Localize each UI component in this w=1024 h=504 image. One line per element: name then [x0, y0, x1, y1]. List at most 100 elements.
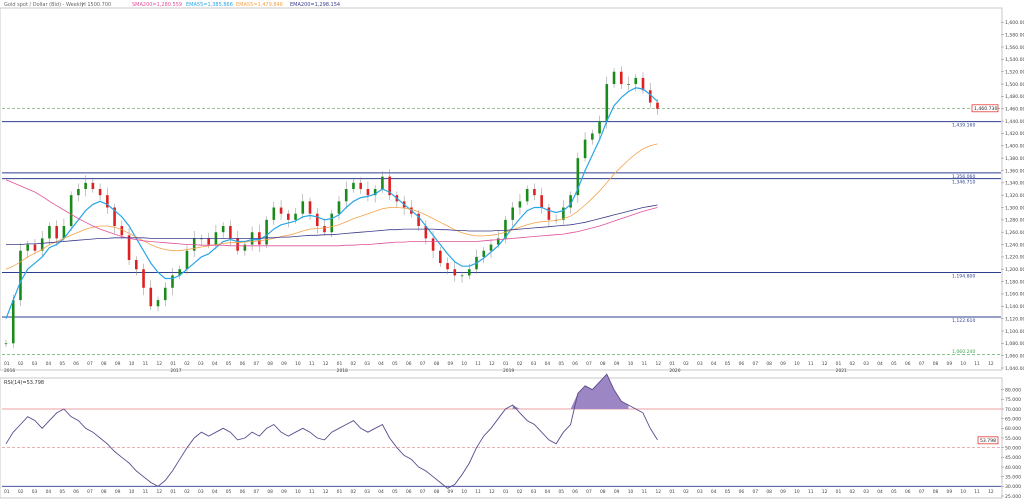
rsi-x-tick-label: 12 — [655, 489, 661, 495]
rsi-x-tick-label: 11 — [642, 489, 648, 495]
x-tick-label: 09 — [115, 361, 121, 367]
x-tick-label: 12 — [323, 361, 329, 367]
y-tick-label: 1,140.000 — [1005, 304, 1024, 310]
x-tick-label: 10 — [129, 361, 135, 367]
x-tick-label: 05 — [226, 361, 232, 367]
rsi-x-tick-label: 04 — [877, 489, 883, 495]
candle-body — [77, 189, 80, 196]
x-tick-label: 05 — [59, 361, 65, 367]
candle-body — [272, 207, 276, 220]
rsi-x-tick-label: 11 — [974, 489, 980, 495]
candle-body — [373, 189, 377, 196]
rsi-y-tick-label: 75.000 — [1005, 397, 1021, 403]
x-tick-label: 11 — [143, 361, 149, 367]
x-tick-label: 11 — [808, 361, 814, 367]
x-tick-label: 03 — [364, 361, 370, 367]
indicator-lines — [5, 87, 658, 319]
x-tick-label: 04 — [212, 361, 218, 367]
x-tick-label: 03 — [198, 361, 204, 367]
rsi-current-box — [977, 436, 999, 445]
candle-body — [366, 189, 370, 196]
y-tick-label: 1,120.000 — [1005, 316, 1024, 322]
x-tick-label: 01 — [170, 361, 176, 367]
candle-body — [243, 244, 247, 251]
x-tick-label: 08 — [267, 361, 273, 367]
rsi-x-tick-label: 08 — [434, 489, 440, 495]
x-tick-label: 10 — [628, 361, 634, 367]
x-tick-label: 06 — [406, 361, 412, 367]
level-label: 1,439.160 — [952, 123, 975, 129]
x-tick-label: 07 — [254, 361, 260, 367]
y-tick-label: 1,100.000 — [1005, 329, 1024, 335]
rsi-x-tick-label: 05 — [59, 489, 65, 495]
year-label: 2017 — [170, 368, 181, 374]
rsi-x-tick-label: 05 — [891, 489, 897, 495]
rsi-x-tick-label: 10 — [794, 489, 800, 495]
y-tick-label: 1,080.000 — [1005, 341, 1024, 347]
x-tick-label: 06 — [240, 361, 246, 367]
candle-body — [431, 238, 435, 251]
y-tick-label: 1,520.000 — [1005, 70, 1024, 76]
level-label: 1,356.060 — [952, 174, 975, 180]
rsi-y-tick-label: 60.000 — [1005, 426, 1021, 432]
x-tick-label: 07 — [919, 361, 925, 367]
x-tick-label: 01 — [4, 361, 10, 367]
candle-body — [40, 238, 44, 251]
x-tick-label: 07 — [87, 361, 93, 367]
candle-body — [359, 182, 362, 189]
rsi-x-tick-label: 01 — [337, 489, 343, 495]
ema200-label: EMA200=1,298.154 — [290, 2, 340, 8]
rsi-x-tick-label: 02 — [18, 489, 24, 495]
y-tick-label: 1,340.000 — [1005, 181, 1024, 187]
candle-body — [634, 77, 638, 85]
rsi-x-tick-label: 09 — [281, 489, 287, 495]
candle-body — [19, 250, 22, 301]
rsi-x-tick-label: 02 — [184, 489, 190, 495]
candle-body — [344, 189, 348, 202]
candle-body — [337, 201, 341, 214]
x-tick-label: 12 — [988, 361, 994, 367]
rsi-x-tick-label: 01 — [503, 489, 509, 495]
rsi-x-tick-label: 12 — [156, 489, 162, 495]
rsi-x-tick-label: 12 — [323, 489, 329, 495]
x-tick-label: 10 — [794, 361, 800, 367]
candle-body — [221, 226, 225, 233]
rsi-x-tick-label: 08 — [101, 489, 107, 495]
ema21-line — [5, 87, 658, 319]
candle-body — [562, 207, 565, 220]
ohlc-values: H 1500.700 — [82, 2, 111, 8]
year-label: 2016 — [4, 368, 15, 374]
x-tick-label: 02 — [850, 361, 856, 367]
rsi-x-tick-label: 12 — [988, 489, 994, 495]
candle-body — [388, 176, 391, 196]
candle-body — [207, 238, 210, 245]
x-tick-label: 10 — [960, 361, 966, 367]
current-price-box — [971, 104, 999, 113]
rsi-x-tick-label: 04 — [545, 489, 551, 495]
candle-body — [569, 195, 572, 208]
x-tick-label: 01 — [669, 361, 675, 367]
rsi-x-tick-label: 05 — [725, 489, 731, 495]
x-tick-label: 07 — [753, 361, 759, 367]
candle-body — [156, 300, 160, 307]
candle-body — [417, 213, 420, 227]
x-tick-label: 09 — [614, 361, 620, 367]
ema55-line — [5, 143, 658, 270]
rsi-x-tick-label: 03 — [32, 489, 38, 495]
rsi-x-tick-label: 07 — [919, 489, 925, 495]
rsi-x-tick-label: 08 — [267, 489, 273, 495]
candle-body — [287, 213, 290, 220]
candle-body — [229, 226, 232, 239]
x-tick-label: 04 — [545, 361, 551, 367]
rsi-x-tick-label: 10 — [461, 489, 467, 495]
candle-body — [525, 189, 529, 202]
rsi-x-tick-label: 01 — [4, 489, 10, 495]
x-tick-label: 10 — [295, 361, 301, 367]
candle-body — [11, 300, 15, 344]
rsi-y-tick-label: 65.000 — [1005, 416, 1021, 422]
x-tick-label: 01 — [503, 361, 509, 367]
candle-body — [171, 275, 174, 288]
x-tick-label: 11 — [309, 361, 315, 367]
candle-body — [279, 207, 283, 214]
rsi-x-tick-label: 11 — [808, 489, 814, 495]
